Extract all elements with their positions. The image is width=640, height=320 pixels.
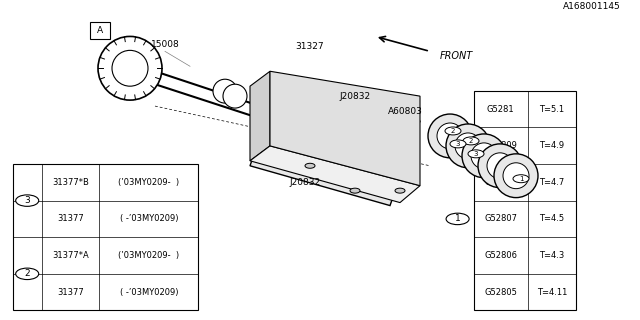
Polygon shape [250, 81, 420, 205]
Text: 31377*B: 31377*B [52, 178, 89, 187]
Circle shape [445, 127, 461, 135]
Polygon shape [250, 71, 270, 161]
Ellipse shape [437, 123, 463, 149]
Text: G52806: G52806 [484, 251, 517, 260]
Circle shape [468, 150, 484, 158]
Text: (’03MY0209-  ): (’03MY0209- ) [118, 178, 179, 187]
Text: J20832: J20832 [339, 92, 371, 100]
Ellipse shape [428, 114, 472, 158]
Text: G52807: G52807 [484, 214, 517, 223]
Text: A: A [97, 26, 103, 35]
Ellipse shape [494, 154, 538, 198]
Bar [13, 164, 198, 310]
Text: J20832: J20832 [289, 178, 321, 187]
Text: G52805: G52805 [484, 288, 517, 297]
Text: G52809: G52809 [484, 141, 517, 150]
Text: T=4.3: T=4.3 [540, 251, 564, 260]
Text: (’03MY0209-  ): (’03MY0209- ) [118, 251, 179, 260]
Text: T=5.1: T=5.1 [540, 105, 564, 114]
Ellipse shape [503, 163, 529, 189]
Text: 31377: 31377 [57, 288, 84, 297]
Ellipse shape [112, 50, 148, 86]
Text: T=4.7: T=4.7 [540, 178, 564, 187]
Ellipse shape [455, 133, 481, 159]
Text: 1: 1 [519, 176, 524, 182]
Polygon shape [270, 71, 420, 186]
Ellipse shape [446, 124, 490, 168]
Text: 3: 3 [456, 141, 460, 147]
Circle shape [395, 188, 405, 193]
Circle shape [305, 163, 315, 168]
Circle shape [513, 175, 529, 183]
Ellipse shape [98, 36, 162, 100]
Text: 31327: 31327 [296, 42, 324, 51]
Ellipse shape [462, 134, 506, 178]
Text: A60803: A60803 [388, 107, 422, 116]
Circle shape [463, 137, 479, 145]
Text: A168001145: A168001145 [563, 2, 621, 11]
Text: G52808: G52808 [484, 178, 517, 187]
Circle shape [446, 213, 469, 225]
Text: 31377*A: 31377*A [52, 251, 89, 260]
Text: FRONT: FRONT [440, 51, 473, 61]
Text: 2: 2 [24, 269, 30, 278]
Polygon shape [250, 146, 420, 203]
Text: 15008: 15008 [150, 40, 179, 49]
Bar [474, 91, 576, 310]
Ellipse shape [223, 84, 247, 108]
Text: 31377: 31377 [57, 214, 84, 223]
Text: G5281: G5281 [487, 105, 515, 114]
Ellipse shape [487, 153, 513, 179]
Circle shape [15, 268, 38, 280]
Text: T=4.5: T=4.5 [540, 214, 564, 223]
Text: 2: 2 [451, 128, 455, 134]
Circle shape [15, 195, 38, 206]
Text: ( -’03MY0209): ( -’03MY0209) [120, 214, 178, 223]
FancyBboxPatch shape [90, 21, 110, 39]
Text: ( -’03MY0209): ( -’03MY0209) [120, 288, 178, 297]
Text: 3: 3 [24, 196, 30, 205]
Ellipse shape [213, 79, 237, 103]
Text: 2: 2 [469, 138, 473, 144]
Text: T=4.11: T=4.11 [537, 288, 567, 297]
Ellipse shape [471, 143, 497, 169]
Circle shape [450, 140, 466, 148]
Text: 1: 1 [455, 214, 460, 223]
Text: T=4.9: T=4.9 [540, 141, 564, 150]
Circle shape [350, 188, 360, 193]
Ellipse shape [478, 144, 522, 188]
Text: 3: 3 [474, 151, 478, 157]
